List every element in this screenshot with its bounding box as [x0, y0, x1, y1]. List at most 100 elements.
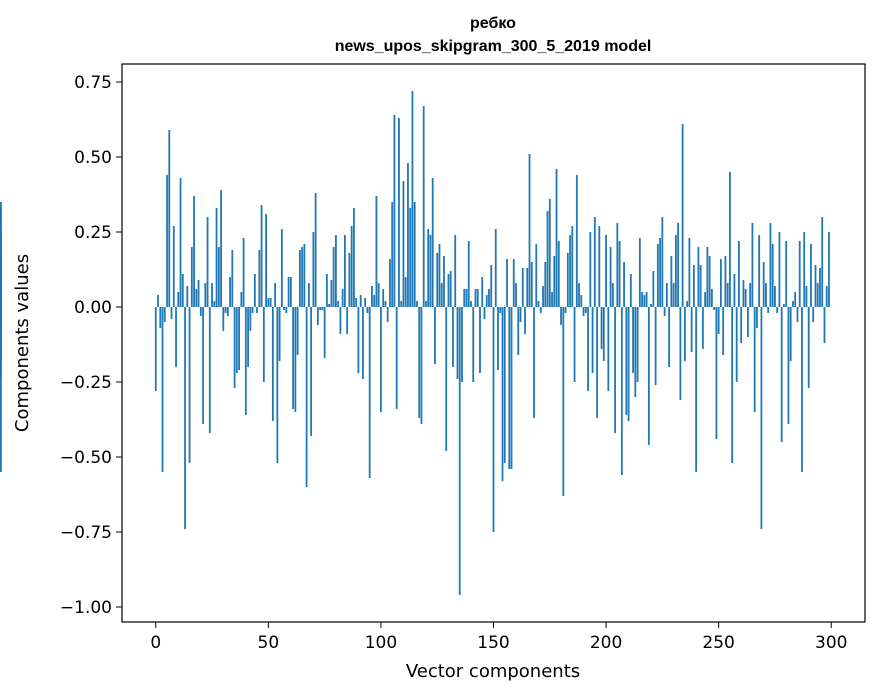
bar-187: [575, 175, 578, 307]
bar-184: [569, 235, 571, 307]
bar-undefined: [0, 295, 2, 307]
bar-31: [224, 307, 227, 313]
bar-280: [785, 241, 788, 307]
bar-174: [546, 211, 549, 307]
bar-199: [602, 307, 605, 361]
bar-65: [301, 247, 304, 307]
bar-38: [240, 292, 243, 307]
bar-168: [533, 307, 535, 418]
bar-200: [605, 235, 607, 307]
bar-235: [683, 307, 686, 361]
bar-67: [305, 307, 308, 487]
bar-176: [551, 292, 553, 307]
bar-70: [312, 232, 315, 307]
bar-221: [652, 271, 655, 307]
bar-122: [429, 235, 432, 307]
bar-236: [686, 301, 689, 307]
bar-52: [271, 307, 274, 421]
bar-117: [418, 307, 421, 418]
bar-30: [222, 307, 225, 331]
bar-262: [744, 289, 747, 307]
bar-79: [332, 247, 335, 307]
bar-36: [235, 307, 238, 373]
bar-171: [539, 307, 542, 313]
bar-258: [735, 307, 738, 382]
x-tick-label: 0: [150, 633, 161, 653]
bar-37: [238, 307, 240, 370]
bar-18: [195, 289, 198, 307]
bar-56: [280, 229, 283, 307]
bar-141: [472, 307, 475, 382]
bar-284: [794, 292, 797, 307]
bar-170: [537, 301, 540, 307]
chart-title: ребко: [470, 15, 516, 32]
bar-268: [758, 235, 761, 307]
bar-25: [211, 283, 213, 307]
bar-100: [380, 307, 382, 412]
bar-215: [638, 238, 641, 307]
bar-267: [756, 307, 758, 328]
bar-116: [416, 301, 418, 307]
bar-291: [810, 244, 812, 307]
bar-274: [771, 244, 774, 307]
bar-278: [780, 307, 783, 442]
bar-222: [654, 307, 657, 385]
bar-239: [692, 265, 695, 307]
bar-41: [247, 307, 249, 367]
bar-50: [267, 298, 270, 307]
y-tick-label: 0.50: [74, 148, 112, 168]
bar-21: [202, 307, 204, 424]
bar-22: [204, 283, 207, 307]
bar-59: [287, 277, 290, 307]
bar-256: [731, 307, 734, 463]
bar-147: [485, 295, 488, 307]
bar-242: [699, 265, 702, 307]
bar-142: [474, 289, 477, 307]
bar-6: [168, 130, 171, 307]
y-axis-ticks: 0.75 0.50 0.25 0.00 −0.25 −0.50 −0.75 −1.00: [60, 73, 122, 618]
bar-245: [706, 247, 709, 307]
bar-224: [659, 238, 662, 307]
bar-4: [163, 307, 166, 322]
bar-17: [193, 196, 195, 307]
bar-96: [371, 286, 373, 307]
bar-244: [704, 292, 707, 307]
bar-288: [803, 232, 806, 307]
bar-26: [213, 301, 216, 307]
bar-46: [258, 250, 261, 307]
bar-277: [778, 232, 781, 307]
bar-88: [353, 208, 355, 307]
bar-33: [229, 277, 231, 307]
bar-111: [404, 277, 407, 307]
bar-127: [440, 283, 443, 307]
bar-173: [544, 262, 547, 307]
bar-180: [560, 307, 562, 325]
bar-124: [434, 307, 436, 364]
bar-230: [672, 283, 675, 307]
bar-28: [217, 247, 220, 307]
bar-75: [323, 307, 326, 358]
bar-175: [548, 199, 551, 307]
bar-91: [359, 295, 362, 307]
bar-248: [713, 307, 716, 310]
bar-188: [578, 283, 580, 307]
bar-121: [427, 229, 430, 307]
bar-265: [751, 223, 754, 307]
bar-209: [625, 307, 628, 415]
bar-166: [528, 154, 531, 307]
bar-3: [161, 307, 164, 472]
bar-78: [330, 280, 333, 307]
bar-218: [645, 292, 648, 307]
bar-158: [510, 307, 513, 469]
bar-164: [524, 307, 526, 334]
bar-72: [316, 307, 319, 325]
bar-55: [278, 307, 281, 361]
bar-undefined: [0, 202, 2, 307]
bar-27: [215, 208, 218, 307]
bar-112: [407, 163, 409, 307]
x-axis-label: Vector components: [406, 661, 580, 682]
bar-232: [677, 223, 680, 307]
bar-296: [821, 217, 824, 307]
bar-241: [697, 247, 700, 307]
bar-86: [348, 253, 351, 307]
